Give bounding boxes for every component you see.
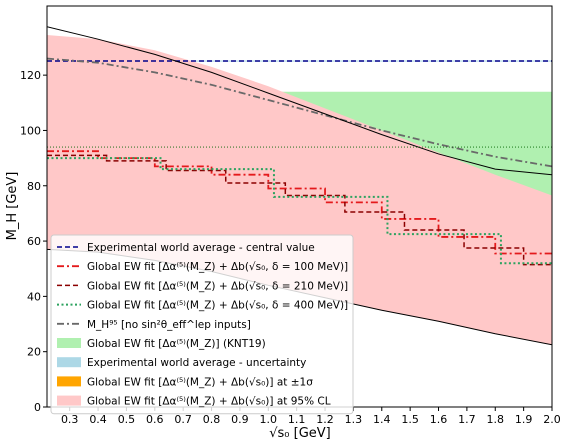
y-axis: 0 20 40 60 80 100 120 <box>20 69 47 414</box>
legend-swatch-5 <box>57 338 81 348</box>
legend-label-8: Global EW fit [Δα⁽⁵⁾(M_Z) + Δb(√s₀)] at … <box>87 396 331 408</box>
legend-label-4: M_H⁹⁵ [no sin²θ_eff^lep inputs] <box>87 319 251 331</box>
x-axis-label: √s₀ [GeV] <box>269 426 331 441</box>
legend-label-6: Experimental world average - uncertainty <box>87 357 306 369</box>
series-line-3 <box>47 157 552 265</box>
y-tick-label-5: 100 <box>20 124 41 137</box>
x-tick-label-3: 0.6 <box>146 413 164 426</box>
x-tick-label-16: 1.9 <box>515 413 533 426</box>
series-line-4 <box>47 57 552 168</box>
x-tick-label-1: 0.4 <box>89 413 107 426</box>
legend-label-1: Global EW fit [Δα⁽⁵⁾(M_Z) + Δb(√s₀, δ = … <box>87 261 348 273</box>
x-tick-label-6: 0.9 <box>231 413 249 426</box>
legend-swatch-8 <box>57 395 81 406</box>
series-line-2 <box>47 154 552 266</box>
y-tick-label-2: 40 <box>27 290 41 303</box>
x-tick-label-4: 0.7 <box>174 413 192 426</box>
series-line-1 <box>47 150 552 255</box>
x-axis: 0.3 0.4 0.5 0.6 0.7 0.8 0.9 1.0 1.1 1.2 1.3 1.4 1.5 1… <box>61 407 561 426</box>
x-tick-label-14: 1.7 <box>458 413 476 426</box>
x-tick-label-0: 0.3 <box>61 413 79 426</box>
y-axis-label: M_H [GeV] <box>5 172 20 241</box>
band-3 <box>47 35 552 345</box>
legend: Experimental world average - central val… <box>50 234 354 415</box>
x-tick-label-12: 1.5 <box>401 413 419 426</box>
x-tick-label-13: 1.6 <box>430 413 448 426</box>
x-tick-label-15: 1.8 <box>487 413 505 426</box>
x-tick-label-10: 1.3 <box>345 413 363 426</box>
y-tick-label-4: 80 <box>27 180 41 193</box>
x-tick-label-17: 2.0 <box>543 413 561 426</box>
lines-layer <box>47 26 552 346</box>
plot-area <box>47 26 552 346</box>
legend-label-5: Global EW fit [Δα⁽⁵⁾(M_Z)] (KNT19) <box>87 338 266 350</box>
x-tick-label-8: 1.1 <box>288 413 306 426</box>
x-tick-label-2: 0.5 <box>118 413 136 426</box>
x-tick-label-9: 1.2 <box>316 413 334 426</box>
y-tick-label-6: 120 <box>20 69 41 82</box>
legend-label-0: Experimental world average - central val… <box>87 242 315 254</box>
y-tick-label-1: 20 <box>27 346 41 359</box>
legend-swatch-6 <box>57 357 81 368</box>
legend-swatch-7 <box>57 376 81 387</box>
legend-label-3: Global EW fit [Δα⁽⁵⁾(M_Z) + Δb(√s₀, δ = … <box>87 300 348 312</box>
x-tick-label-5: 0.8 <box>203 413 221 426</box>
legend-box <box>50 234 354 415</box>
bands-layer <box>47 35 552 345</box>
y-tick-label-3: 60 <box>27 235 41 248</box>
x-tick-label-7: 1.0 <box>260 413 278 426</box>
legend-label-7: Global EW fit [Δα⁽⁵⁾(M_Z) + Δb(√s₀)] at … <box>87 376 313 388</box>
x-tick-label-11: 1.4 <box>373 413 391 426</box>
series-line-5 <box>47 26 552 176</box>
y-tick-label-0: 0 <box>34 401 41 414</box>
legend-label-2: Global EW fit [Δα⁽⁵⁾(M_Z) + Δb(√s₀, δ = … <box>87 280 348 292</box>
